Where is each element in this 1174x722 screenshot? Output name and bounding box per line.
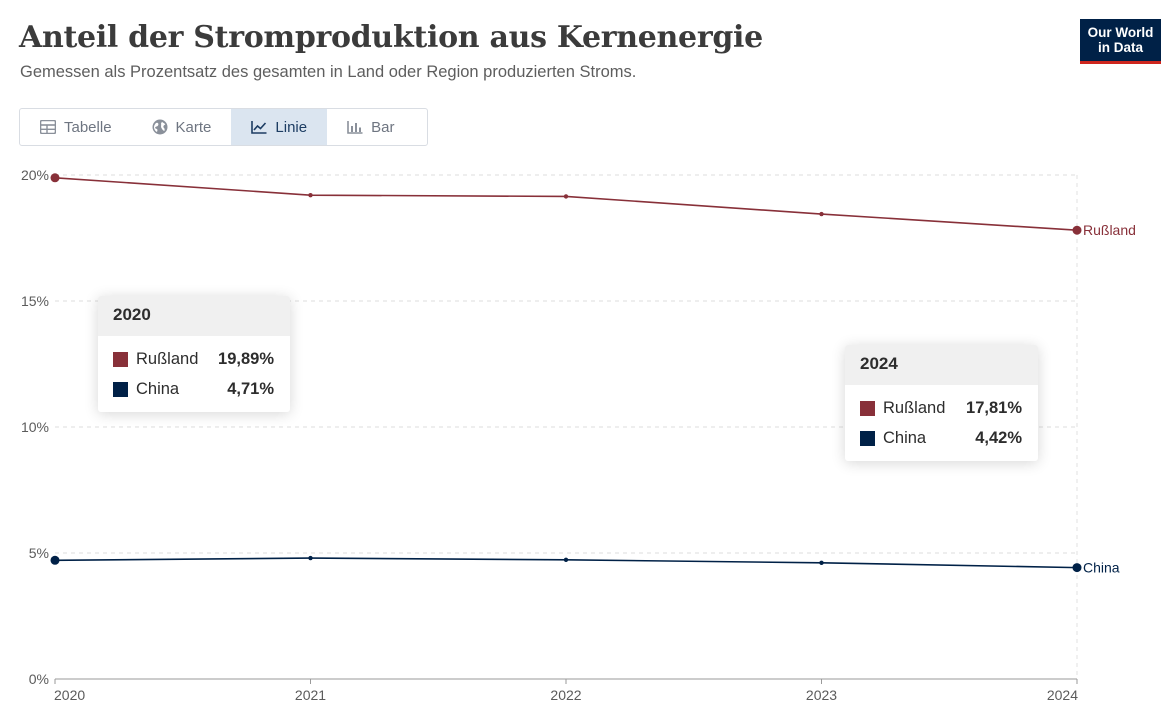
y-tick-label: 10% — [21, 419, 49, 435]
chart-title: Anteil der Stromproduktion aus Kernenerg… — [19, 20, 763, 55]
tab-line-label: Linie — [275, 118, 308, 136]
series-label: Rußland — [1083, 222, 1136, 238]
data-point — [1072, 563, 1082, 573]
tooltip-series-value: 4,71% — [227, 379, 274, 398]
tab-table-label: Tabelle — [64, 118, 112, 136]
tooltip-2020: 2020 Rußland 19,89% China 4,71% — [98, 296, 290, 412]
tab-map[interactable]: Karte — [132, 109, 232, 145]
tooltip-series-value: 17,81% — [966, 398, 1022, 417]
tooltip-row: China 4,42% — [845, 423, 1038, 453]
x-tick-label: 2020 — [54, 687, 85, 703]
tooltip-row: Rußland 19,89% — [98, 344, 290, 374]
y-tick-label: 20% — [21, 167, 49, 183]
chart-subtitle: Gemessen als Prozentsatz des gesamten in… — [20, 63, 637, 81]
y-tick-label: 5% — [29, 545, 49, 561]
x-tick-label: 2024 — [1047, 687, 1078, 703]
series-swatch — [113, 381, 128, 397]
tab-map-label: Karte — [175, 118, 212, 136]
x-tick-label: 2023 — [806, 687, 837, 703]
series-swatch — [113, 351, 128, 367]
tooltip-series-name: China — [136, 379, 180, 398]
globe-icon — [152, 119, 168, 135]
tooltip-row: China 4,71% — [98, 374, 290, 404]
tooltip-year: 2020 — [98, 296, 290, 336]
data-point — [563, 557, 569, 563]
tooltip-series-name: Rußland — [136, 349, 199, 368]
x-tick-label: 2021 — [295, 687, 326, 703]
series-swatch — [860, 400, 875, 416]
tooltip-year: 2024 — [845, 345, 1038, 385]
line-chart-icon — [251, 121, 267, 134]
x-tick-label: 2022 — [550, 687, 581, 703]
data-point — [1072, 225, 1082, 235]
data-point — [819, 211, 824, 217]
tab-table[interactable]: Tabelle — [20, 109, 132, 145]
tooltip-row: Rußland 17,81% — [845, 393, 1038, 423]
tab-line[interactable]: Linie — [231, 109, 328, 145]
owid-logo[interactable]: Our World in Data — [1080, 19, 1161, 64]
tooltip-series-value: 4,42% — [975, 428, 1022, 447]
tooltip-series-name: China — [883, 428, 927, 447]
data-point — [819, 560, 824, 566]
data-point — [308, 192, 313, 198]
tab-bar[interactable]: Bar — [327, 109, 414, 145]
series-swatch — [860, 430, 875, 446]
y-tick-label: 15% — [21, 293, 49, 309]
data-point — [50, 173, 60, 183]
data-point — [308, 555, 313, 561]
bar-chart-icon — [347, 121, 363, 134]
data-point — [563, 194, 569, 199]
tab-bar-label: Bar — [371, 118, 395, 136]
logo-line-2: in Data — [1097, 40, 1143, 55]
view-tabs: Tabelle Karte Linie Bar — [19, 108, 428, 146]
data-point — [50, 555, 60, 565]
series-line — [54, 176, 1078, 231]
table-icon — [40, 120, 56, 134]
tooltip-series-value: 19,89% — [218, 349, 274, 368]
logo-line-1: Our World — [1087, 25, 1154, 40]
tooltip-series-name: Rußland — [883, 398, 946, 417]
series-label: China — [1083, 560, 1120, 576]
y-tick-label: 0% — [29, 671, 49, 687]
tooltip-2024: 2024 Rußland 17,81% China 4,42% — [845, 345, 1038, 461]
